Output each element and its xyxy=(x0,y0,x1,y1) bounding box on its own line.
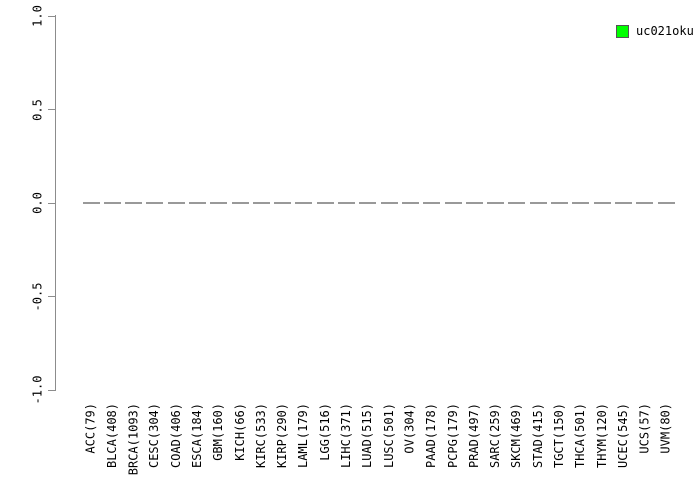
data-dash-marker xyxy=(252,202,270,204)
data-dash-marker xyxy=(274,202,292,204)
x-axis-category-label: KIRC(533) xyxy=(253,403,268,469)
data-dash-marker xyxy=(657,202,675,204)
data-dash-marker xyxy=(551,202,569,204)
data-dash-marker xyxy=(380,202,398,204)
y-axis-tick-label: 0.5 xyxy=(30,98,45,121)
x-axis-category-label: UVM(80) xyxy=(658,403,673,454)
data-dash-marker xyxy=(210,202,228,204)
y-axis-tick xyxy=(48,296,56,297)
data-dash-marker xyxy=(465,202,483,204)
x-axis-category-label: LAML(179) xyxy=(296,403,311,469)
x-axis-category-label: KIRP(290) xyxy=(275,403,290,469)
data-dash-marker xyxy=(338,202,356,204)
y-axis-tick-label: -0.5 xyxy=(30,282,45,311)
y-axis-tick xyxy=(48,15,56,17)
data-dash-marker xyxy=(167,202,185,204)
data-dash-marker xyxy=(614,202,632,204)
x-axis-category-label: COAD(406) xyxy=(168,403,183,469)
x-axis-category-label: KICH(66) xyxy=(232,403,247,461)
data-dash-marker xyxy=(423,202,441,204)
data-dash-marker xyxy=(529,202,547,204)
data-dash-marker xyxy=(487,202,505,204)
data-dash-marker xyxy=(125,202,143,204)
x-axis-category-label: BRCA(1093) xyxy=(126,403,141,476)
x-axis-category-label: PAAD(178) xyxy=(424,403,439,469)
data-dash-marker xyxy=(401,202,419,204)
x-axis-category-label: THCA(501) xyxy=(573,403,588,469)
data-dash-marker xyxy=(188,202,206,204)
y-axis-tick-label: 0.0 xyxy=(30,192,45,214)
x-axis-category-label: LUSC(501) xyxy=(381,403,396,469)
data-dash-marker xyxy=(636,202,654,204)
x-axis-category-label: LGG(516) xyxy=(317,403,332,461)
x-axis-category-label: SARC(259) xyxy=(488,403,503,469)
y-axis-tick xyxy=(48,109,56,110)
x-axis-category-label: STAD(415) xyxy=(530,403,545,469)
data-dash-marker xyxy=(508,202,526,204)
y-axis-tick xyxy=(48,389,56,391)
data-dash-marker xyxy=(146,202,164,204)
x-axis-category-label: BLCA(408) xyxy=(104,403,119,469)
x-axis-category-label: THYM(120) xyxy=(594,403,609,469)
data-dash-marker xyxy=(316,202,334,204)
legend-swatch-square-icon xyxy=(616,24,629,38)
x-axis-category-label: UCEC(545) xyxy=(615,403,630,469)
x-axis-category-label: OV(304) xyxy=(402,403,417,454)
x-axis-category-label: ACC(79) xyxy=(83,403,98,454)
data-dash-marker xyxy=(231,202,249,204)
data-dash-marker xyxy=(359,202,377,204)
data-dash-marker xyxy=(444,202,462,204)
x-axis-category-label: CESC(304) xyxy=(147,403,162,469)
data-dash-marker xyxy=(103,202,121,204)
x-axis-category-label: PCPG(179) xyxy=(445,403,460,469)
x-axis-category-label: SKCM(469) xyxy=(509,403,524,469)
data-dash-marker xyxy=(593,202,611,204)
x-axis-category-label: ESCA(184) xyxy=(189,403,204,469)
data-dash-marker xyxy=(295,202,313,204)
data-dash-marker xyxy=(572,202,590,204)
x-axis-category-label: PRAD(497) xyxy=(466,403,481,469)
x-axis-category-label: TGCT(150) xyxy=(552,403,567,469)
y-axis-tick-label: -1.0 xyxy=(30,375,45,405)
x-axis-category-label: GBM(160) xyxy=(211,403,226,461)
y-axis-tick xyxy=(48,202,56,204)
legend-label: uc021oku xyxy=(636,24,694,38)
data-dash-marker xyxy=(82,202,100,204)
x-axis-category-label: LUAD(515) xyxy=(360,403,375,469)
x-axis-category-label: UCS(57) xyxy=(637,403,652,454)
legend: uc021oku xyxy=(616,24,694,38)
y-axis-tick-label: 1.0 xyxy=(30,5,45,27)
x-axis-category-label: LIHC(371) xyxy=(339,403,354,469)
